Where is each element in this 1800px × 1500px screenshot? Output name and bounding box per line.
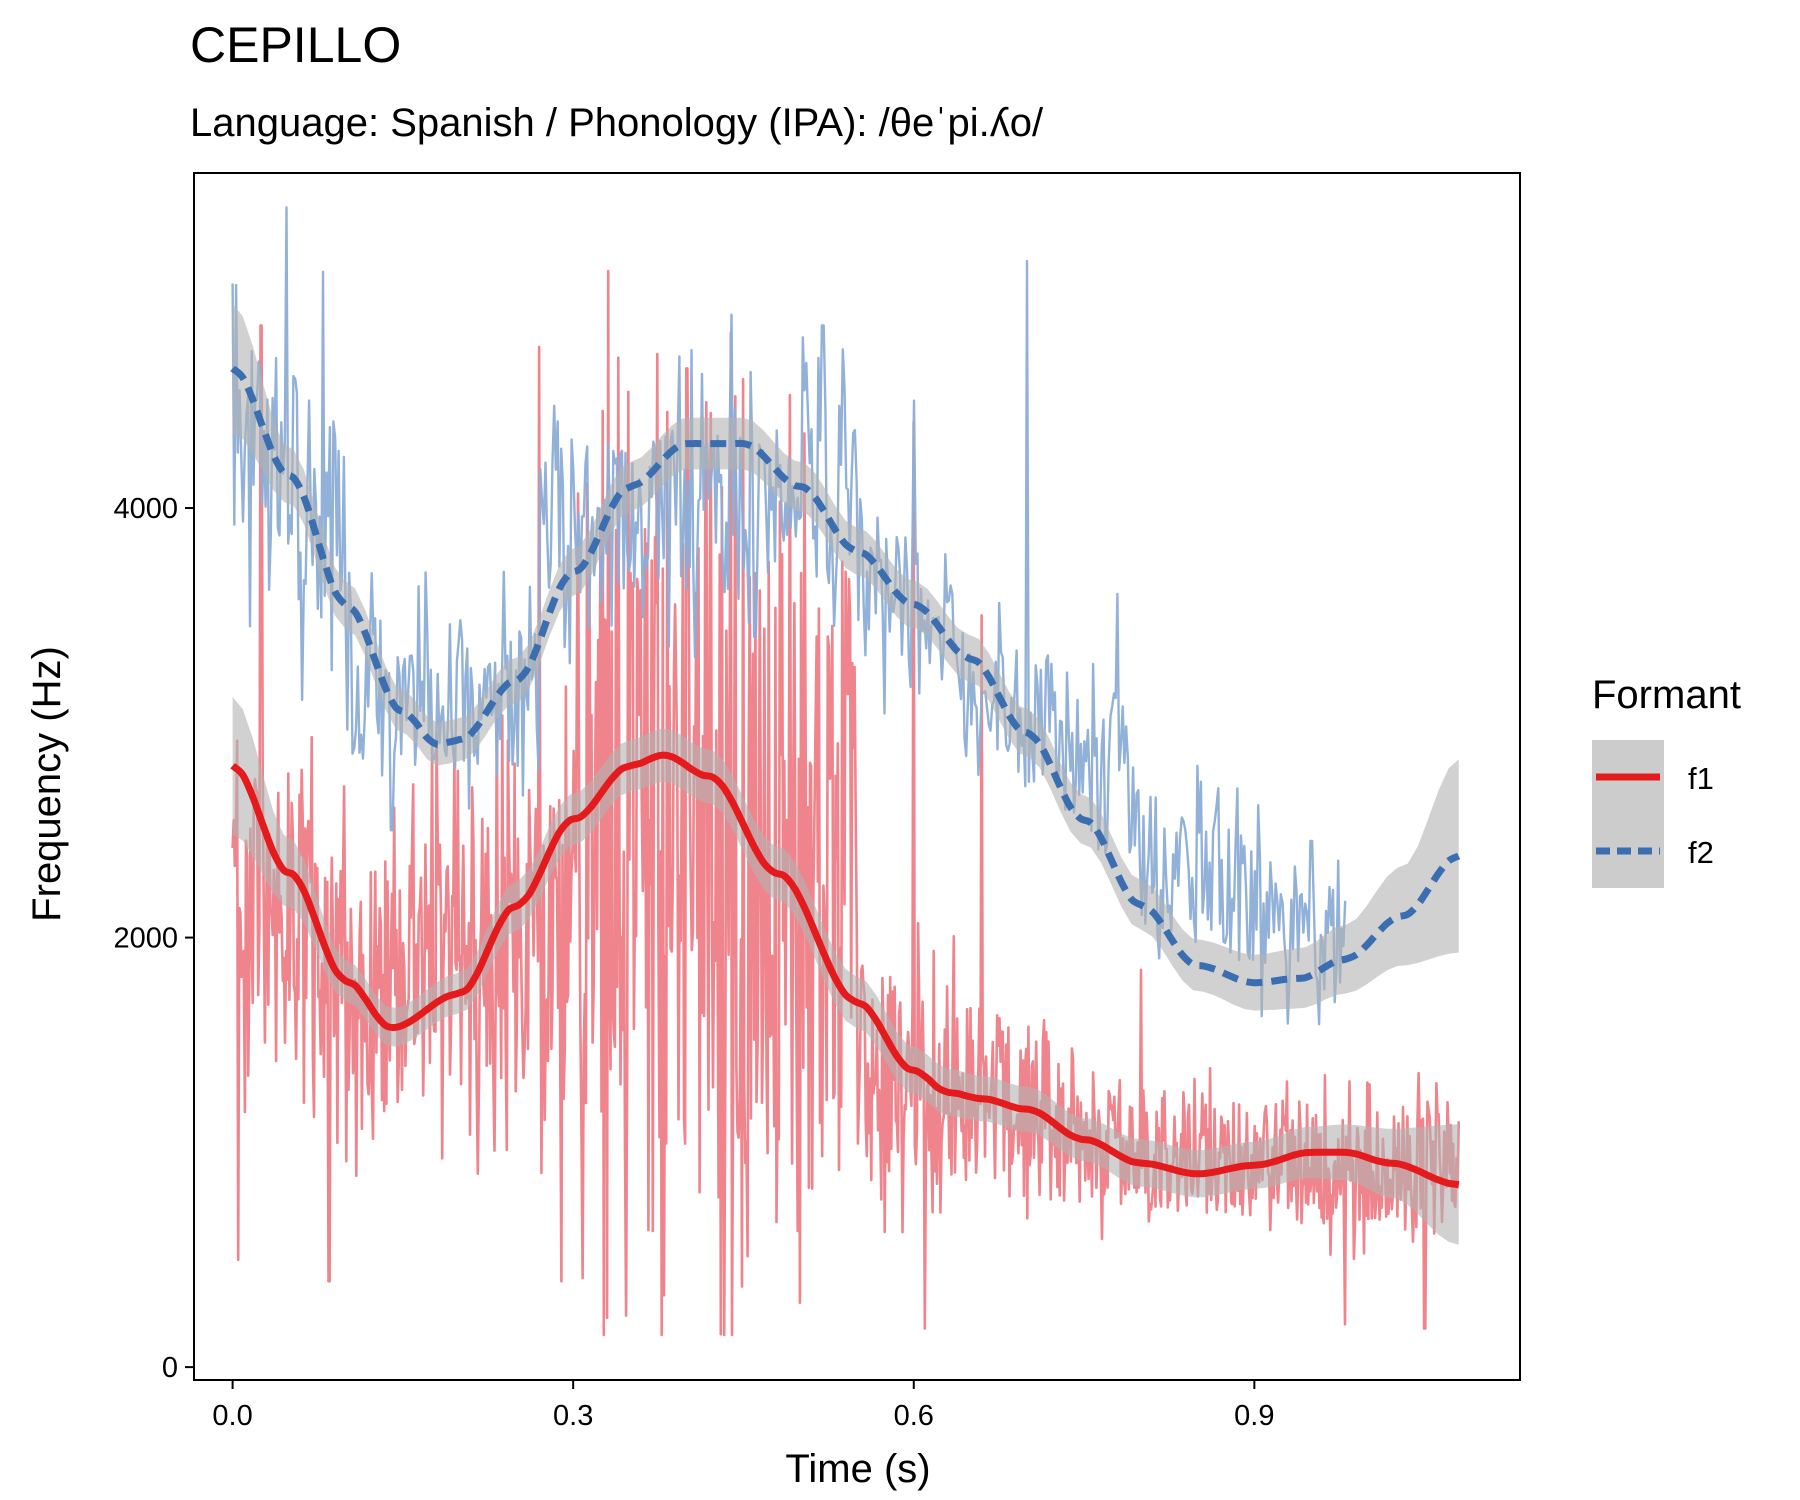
confidence-band-f2 [232, 304, 1459, 1011]
panel-border [193, 172, 1521, 1381]
y-axis-title: Frequency (Hz) [25, 646, 69, 922]
legend-label-f2: f2 [1688, 835, 1714, 870]
chart-subtitle: Language: Spanish / Phonology (IPA): /θe… [190, 101, 1044, 145]
y-tick-label: 4000 [113, 493, 178, 525]
x-axis: 0.0 0.3 0.6 0.9 [212, 1380, 1275, 1432]
x-tick-label: 0.3 [553, 1400, 593, 1432]
smooth-line-f2 [230, 365, 1461, 987]
x-tick-label: 0.0 [212, 1400, 252, 1432]
x-tick-label: 0.9 [1234, 1400, 1274, 1432]
legend: Formant f1 f2 [1592, 673, 1741, 888]
raw-trace-f1 [231, 269, 1460, 1337]
y-axis: 0 2000 4000 [113, 493, 194, 1384]
y-tick-label: 2000 [113, 923, 178, 955]
confidence-band-f1 [232, 697, 1459, 1245]
smooth-line-f1 [230, 751, 1460, 1189]
legend-label-f1: f1 [1688, 761, 1714, 796]
legend-title: Formant [1592, 673, 1741, 717]
x-tick-label: 0.6 [894, 1400, 934, 1432]
x-axis-title: Time (s) [785, 1447, 930, 1491]
legend-key-background [1592, 740, 1664, 888]
chart-title: CEPILLO [190, 17, 401, 73]
plot-area [230, 206, 1461, 1337]
y-tick-label: 0 [162, 1352, 178, 1384]
